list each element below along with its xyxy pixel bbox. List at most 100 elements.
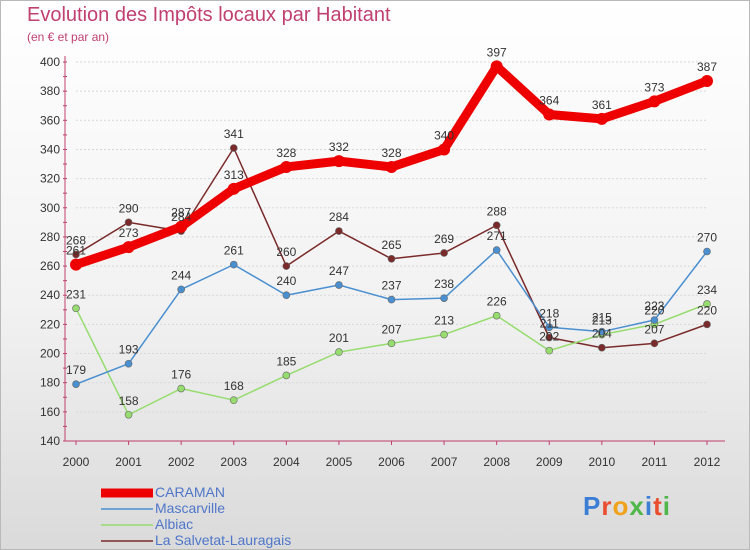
data-label: 215	[592, 311, 612, 325]
legend-swatch-albiac	[101, 524, 153, 526]
y-tick-label: 200	[40, 347, 60, 361]
data-label: 387	[697, 60, 717, 74]
data-point	[545, 333, 554, 342]
data-point	[701, 74, 713, 87]
data-point	[282, 291, 291, 300]
data-label: 261	[224, 244, 244, 258]
logo-letter: t	[653, 491, 663, 521]
data-label: 270	[697, 231, 717, 245]
data-point	[177, 384, 185, 393]
data-point	[492, 311, 501, 320]
data-label: 361	[592, 98, 612, 112]
legend-swatch-la-salvetat-lauragais	[101, 540, 153, 542]
legend-swatch-caraman	[101, 488, 153, 498]
logo-letter: x	[629, 491, 645, 521]
data-point	[385, 160, 398, 173]
data-label: 288	[487, 204, 507, 218]
data-point	[175, 220, 188, 233]
data-label: 176	[171, 368, 191, 382]
data-label: 260	[276, 245, 296, 259]
data-point	[387, 339, 396, 348]
data-point	[440, 249, 448, 257]
data-label: 247	[329, 264, 349, 278]
data-point	[648, 95, 661, 108]
logo-letter: i	[662, 491, 671, 521]
chart-title: Evolution des Impôts locaux par Habitant	[27, 4, 391, 26]
data-point	[124, 359, 133, 368]
data-point	[72, 380, 80, 388]
y-tick-label: 220	[40, 317, 60, 331]
data-label: 204	[592, 327, 612, 341]
data-label: 220	[697, 303, 717, 317]
data-point	[598, 343, 606, 352]
data-label: 273	[119, 226, 139, 240]
x-tick-label: 2011	[642, 455, 668, 469]
data-point	[595, 112, 608, 125]
data-label: 271	[487, 229, 507, 243]
y-tick-label: 360	[40, 113, 60, 127]
data-point	[280, 160, 293, 173]
data-label: 340	[434, 128, 454, 142]
data-point	[703, 300, 711, 308]
data-point	[492, 221, 501, 230]
data-point	[543, 108, 556, 121]
data-label: 244	[171, 268, 191, 282]
data-label: 238	[434, 277, 454, 291]
data-point	[545, 323, 554, 332]
data-label: 328	[381, 146, 401, 160]
data-point	[545, 346, 554, 355]
x-tick-label: 2007	[431, 455, 458, 469]
data-label: 397	[487, 45, 507, 59]
data-point	[438, 143, 451, 156]
x-tick-label: 2000	[63, 455, 90, 469]
data-label: 220	[644, 303, 664, 317]
logo-letter: r	[601, 491, 613, 521]
data-label: 234	[697, 283, 717, 297]
data-label: 213	[592, 314, 612, 328]
data-label: 328	[276, 146, 296, 160]
data-label: 201	[329, 331, 349, 345]
data-point	[335, 281, 343, 289]
data-point	[387, 295, 396, 304]
y-tick-label: 380	[40, 84, 60, 98]
legend-label-caraman: CARAMAN	[155, 484, 226, 500]
data-label: 193	[119, 343, 139, 357]
data-label: 185	[276, 354, 296, 368]
proxiti-logo: Proxiti	[583, 491, 671, 522]
series-line-albiac	[75, 303, 708, 416]
data-point	[72, 304, 80, 313]
data-label: 269	[434, 232, 454, 246]
data-point	[650, 339, 659, 348]
y-tick-label: 180	[40, 376, 60, 390]
data-point	[124, 218, 133, 227]
data-label: 226	[487, 295, 507, 309]
logo-letter: i	[644, 491, 654, 521]
data-point	[229, 260, 238, 269]
data-label: 265	[381, 238, 401, 252]
data-label: 213	[434, 314, 454, 328]
legend-label-mascarville: Mascarville	[155, 500, 226, 516]
x-tick-label: 2002	[168, 455, 195, 469]
data-point	[282, 371, 291, 380]
x-tick-label: 2006	[378, 455, 405, 469]
data-point	[335, 348, 343, 356]
chart-subtitle: (en € et par an)	[27, 30, 110, 44]
y-tick-label: 400	[40, 55, 60, 69]
data-label: 218	[539, 306, 559, 320]
data-point	[332, 155, 345, 168]
x-tick-label: 2004	[273, 455, 300, 469]
data-label: 284	[171, 210, 191, 224]
y-tick-label: 280	[40, 230, 60, 244]
x-tick-label: 2009	[536, 455, 563, 469]
data-label: 287	[171, 206, 191, 220]
data-label: 373	[644, 80, 664, 94]
data-label: 240	[276, 274, 296, 288]
legend-label-la-salvetat-lauragais: La Salvetat-Lauragais	[155, 532, 292, 548]
legend-label-albiac: Albiac	[155, 516, 194, 532]
data-point	[124, 410, 133, 419]
x-tick-label: 2001	[115, 455, 142, 469]
x-tick-label: 2008	[483, 455, 510, 469]
data-point	[703, 320, 711, 329]
